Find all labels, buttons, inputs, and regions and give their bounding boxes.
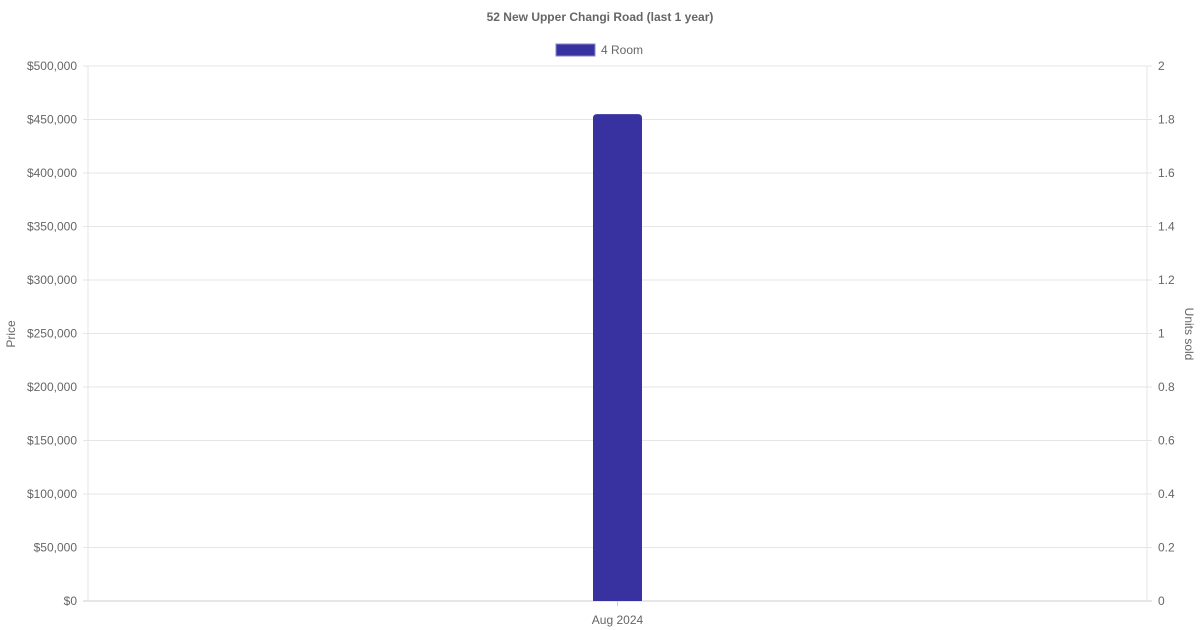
y-tick-label: $500,000 [27,59,77,73]
legend-label: 4 Room [601,43,643,57]
y-tick-label: $350,000 [27,220,77,234]
y-axis-title: Price [4,320,18,348]
y2-tick-label: 1.8 [1158,113,1175,127]
legend[interactable]: 4 Room [555,43,643,57]
y2-tick-label: 0 [1158,594,1165,608]
y-tick-label: $450,000 [27,113,77,127]
y2-tick-label: 2 [1158,59,1165,73]
y2-tick-label: 0.8 [1158,380,1175,394]
y2-tick-label: 1.2 [1158,273,1175,287]
y2-tick-label: 0.4 [1158,487,1175,501]
y-tick-label: $0 [64,594,78,608]
y2-tick-label: 0.2 [1158,541,1175,555]
chart-title: 52 New Upper Changi Road (last 1 year) [487,10,714,24]
y-tick-label: $200,000 [27,380,77,394]
y-tick-label: $100,000 [27,487,77,501]
y-tick-label: $150,000 [27,434,77,448]
bar [593,114,642,602]
legend-swatch [555,43,596,57]
y-tick-label: $50,000 [34,541,78,555]
y2-tick-label: 1 [1158,327,1165,341]
y-tick-label: $250,000 [27,327,77,341]
y2-tick-label: 0.6 [1158,434,1175,448]
y2-axis-title: Units sold [1182,308,1196,361]
y-tick-label: $400,000 [27,166,77,180]
y-tick-label: $300,000 [27,273,77,287]
y2-tick-label: 1.6 [1158,166,1175,180]
y2-tick-label: 1.4 [1158,220,1175,234]
x-tick-label: Aug 2024 [592,613,644,627]
